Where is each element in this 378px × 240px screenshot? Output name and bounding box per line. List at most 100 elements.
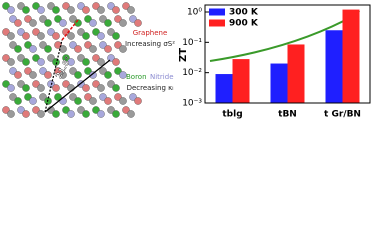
atom — [44, 19, 52, 27]
x-tick-label: tBN — [278, 110, 297, 120]
atom — [114, 93, 122, 101]
atom — [99, 67, 107, 75]
atom — [114, 15, 122, 23]
atom — [22, 6, 30, 14]
atom — [67, 32, 75, 40]
atom — [77, 2, 85, 10]
atom — [29, 97, 37, 105]
atom — [114, 41, 122, 49]
atom — [119, 71, 127, 79]
atom — [37, 58, 45, 66]
graphene-label: Graphene — [133, 29, 168, 37]
y-axis-label: ZT — [178, 48, 189, 62]
atom — [67, 110, 75, 118]
atom — [82, 110, 90, 118]
atom — [107, 2, 115, 10]
plot-frame — [204, 4, 371, 104]
atom — [122, 106, 130, 114]
atom — [62, 54, 70, 62]
atom — [37, 110, 45, 118]
nitride-label: Nitride — [150, 73, 174, 81]
atom — [7, 110, 15, 118]
atom — [99, 41, 107, 49]
atom — [7, 32, 15, 40]
lattice — [2, 2, 142, 118]
atom — [39, 41, 47, 49]
atom — [92, 28, 100, 36]
atom — [69, 15, 77, 23]
atom — [2, 106, 10, 114]
atom — [92, 54, 100, 62]
atom — [97, 110, 105, 118]
atom — [14, 19, 22, 27]
atom — [32, 28, 40, 36]
x-tick-label: t Gr/BN — [324, 110, 361, 120]
atom — [39, 15, 47, 23]
atom — [24, 15, 32, 23]
atom — [47, 2, 55, 10]
atom — [112, 84, 120, 92]
atom — [112, 6, 120, 14]
atom — [14, 97, 22, 105]
atom — [47, 28, 55, 36]
atom — [14, 45, 22, 53]
atom — [119, 97, 127, 105]
atom — [104, 45, 112, 53]
atom — [2, 2, 10, 10]
atom — [129, 15, 137, 23]
atom — [127, 6, 135, 14]
atom — [9, 67, 17, 75]
atom — [29, 71, 37, 79]
atom — [32, 2, 40, 10]
atom — [52, 84, 60, 92]
trend-arrow — [209, 14, 356, 62]
atom — [104, 19, 112, 27]
y-tick-label: 10⁻³ — [182, 99, 202, 109]
atom — [24, 93, 32, 101]
atom — [107, 28, 115, 36]
atom — [67, 6, 75, 14]
atom — [107, 54, 115, 62]
atom — [62, 80, 70, 88]
y-tick-label: 10⁻¹ — [182, 38, 202, 48]
atom — [62, 106, 70, 114]
atom — [97, 58, 105, 66]
atom — [14, 71, 22, 79]
atom — [134, 97, 142, 105]
angle-line — [44, 59, 111, 113]
atom — [97, 32, 105, 40]
atom — [29, 45, 37, 53]
atom — [77, 54, 85, 62]
atom — [69, 93, 77, 101]
atom — [107, 80, 115, 88]
atom — [67, 58, 75, 66]
legend-label: 300 K — [229, 8, 259, 18]
atom — [77, 106, 85, 114]
atom — [37, 6, 45, 14]
atom — [22, 58, 30, 66]
atom — [99, 93, 107, 101]
atom — [82, 32, 90, 40]
atom — [24, 67, 32, 75]
atom — [84, 41, 92, 49]
atom — [122, 2, 130, 10]
atom — [52, 32, 60, 40]
legend-swatch — [209, 19, 225, 27]
angle-line — [44, 39, 63, 113]
atom — [89, 19, 97, 27]
atom — [104, 97, 112, 105]
atom — [52, 110, 60, 118]
bar — [215, 74, 233, 103]
increasing-label: Increasing σS² — [125, 40, 175, 48]
figure: 21.8° Graphene Increasing σS² Boron Nitr… — [2, 2, 371, 120]
y-tick-label: 10⁰ — [187, 7, 202, 17]
atom — [2, 28, 10, 36]
atom — [47, 54, 55, 62]
atom — [89, 71, 97, 79]
atom — [112, 58, 120, 66]
atom — [52, 6, 60, 14]
atom — [92, 106, 100, 114]
atom — [134, 19, 142, 27]
atom — [9, 15, 17, 23]
bar — [287, 44, 305, 103]
